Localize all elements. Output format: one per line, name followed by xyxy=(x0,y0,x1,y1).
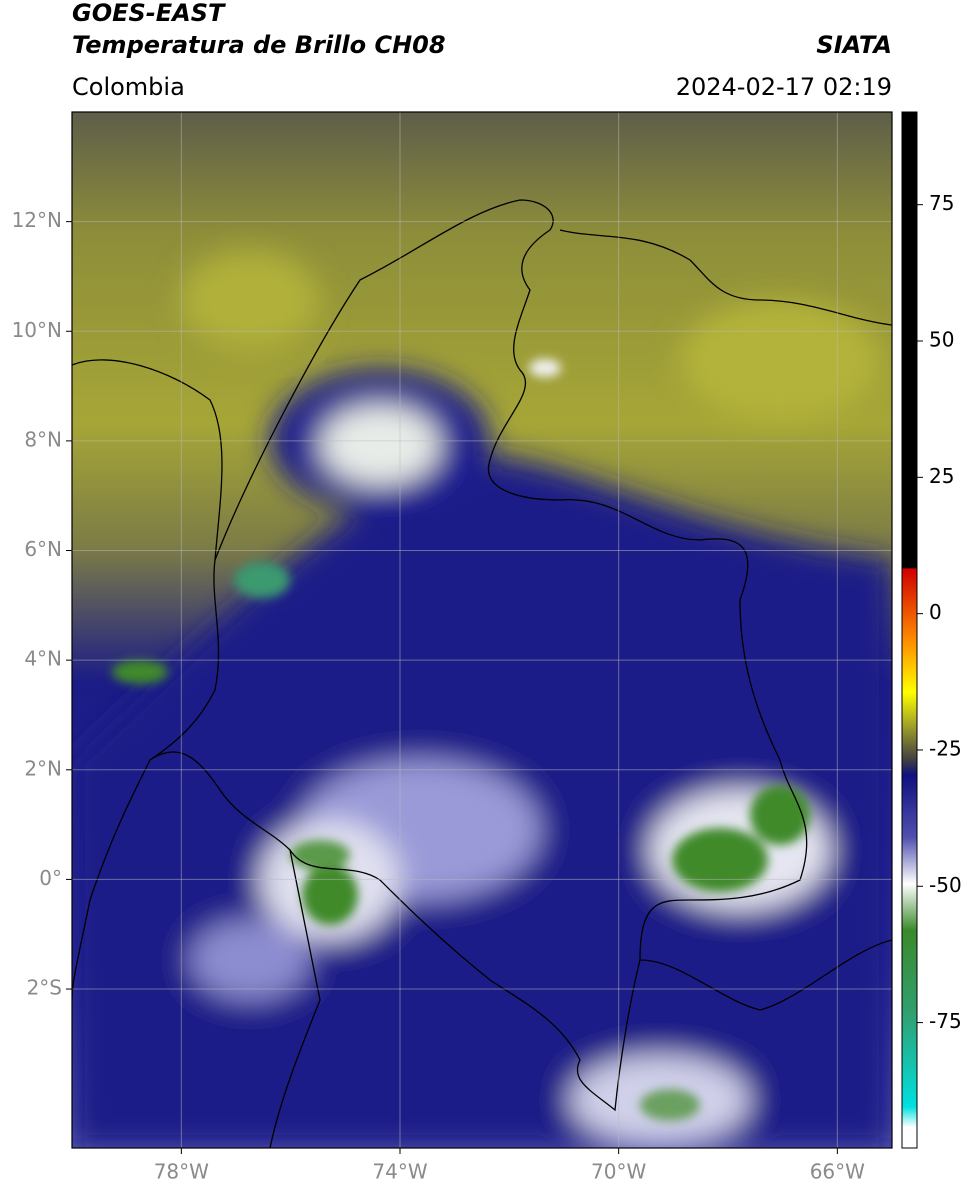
cold-top xyxy=(234,562,290,598)
colombia-border xyxy=(149,199,808,1112)
cold-top xyxy=(640,1089,700,1121)
colorbar-tick-label: 25 xyxy=(929,464,954,488)
y-tick-label: 10°N xyxy=(12,318,62,342)
colorbar-tick-label: 75 xyxy=(929,191,954,215)
y-tick-label: 2°N xyxy=(24,756,62,780)
coastline xyxy=(72,359,223,1001)
borders xyxy=(72,199,892,1148)
title: GOES-EAST xyxy=(72,0,226,27)
brazil-border xyxy=(639,939,892,1011)
colorbar-tick-label: -75 xyxy=(929,1009,962,1033)
cold-top xyxy=(290,840,350,870)
y-tick-label: 12°N xyxy=(12,208,62,232)
colorbar-tick-label: -50 xyxy=(929,873,962,897)
x-tick-label: 74°W xyxy=(372,1160,427,1184)
y-tick-label: 8°N xyxy=(24,427,62,451)
y-tick-label: 0° xyxy=(39,866,62,890)
colorbar-tick-label: 0 xyxy=(929,600,942,624)
region: Colombia xyxy=(72,73,185,101)
subtitle: Temperatura de Brillo CH08 xyxy=(72,31,446,59)
datetime: 2024-02-17 02:19 xyxy=(676,73,892,101)
peru-border xyxy=(269,849,321,1148)
cold-tops xyxy=(112,359,810,1121)
cloud-core xyxy=(320,405,440,485)
venezuela-coast xyxy=(559,229,892,326)
warm-area xyxy=(180,250,320,350)
source: SIATA xyxy=(816,31,892,59)
cold-top xyxy=(112,660,168,684)
map-frame xyxy=(71,111,893,1149)
cloud-sw xyxy=(190,920,310,1000)
satellite-image xyxy=(72,112,892,1148)
cold-top xyxy=(302,865,358,925)
x-tick-label: 70°W xyxy=(591,1160,646,1184)
x-tick-label: 78°W xyxy=(154,1160,209,1184)
warm-area xyxy=(680,300,880,420)
cold-top xyxy=(672,828,768,892)
y-tick-label: 4°N xyxy=(24,647,62,671)
cold-top xyxy=(750,785,810,845)
colorbar-tick-label: -25 xyxy=(929,736,962,760)
colorbar xyxy=(901,111,918,1149)
cold-top xyxy=(529,359,561,377)
y-tick-label: 2°S xyxy=(27,976,62,1000)
y-tick-label: 6°N xyxy=(24,537,62,561)
colorbar-tick-label: 50 xyxy=(929,328,954,352)
x-tick-label: 66°W xyxy=(810,1160,865,1184)
